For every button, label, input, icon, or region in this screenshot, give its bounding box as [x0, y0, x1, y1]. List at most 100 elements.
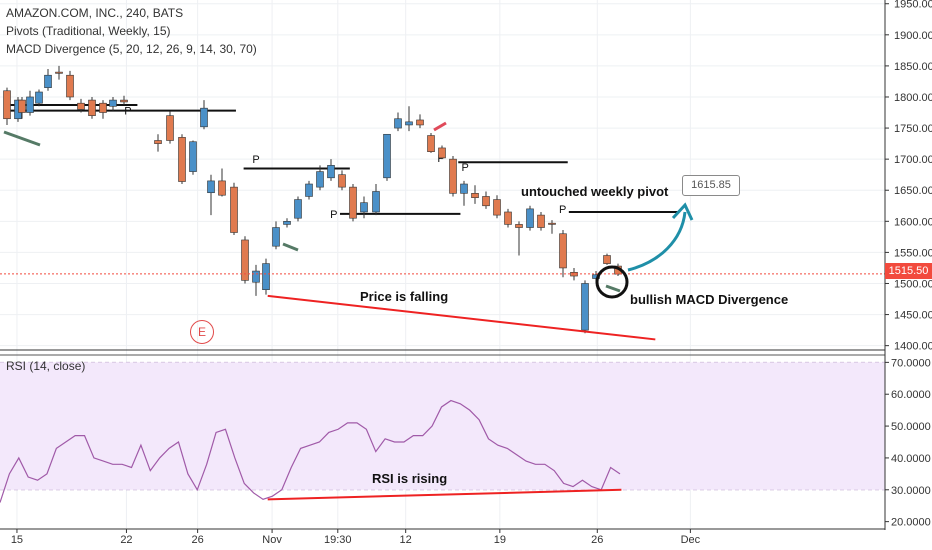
time-tick-label: 15: [11, 534, 23, 546]
candle-body: [120, 99, 128, 103]
candle-body: [35, 91, 43, 104]
candle-body: [405, 121, 413, 126]
candle-body: [504, 211, 512, 225]
candle-body: [272, 227, 280, 247]
legend-macd[interactable]: MACD Divergence (5, 20, 12, 26, 9, 14, 3…: [6, 42, 257, 56]
candle-body: [305, 183, 313, 197]
candle-body: [338, 174, 346, 188]
price-tick-label: 1550.00: [894, 247, 932, 259]
candle-body: [178, 137, 186, 182]
candle-body: [294, 199, 302, 219]
pivot-marker: P: [252, 154, 259, 166]
rsi-series: [0, 399, 622, 503]
candle-body: [471, 193, 479, 198]
candle-body: [44, 74, 52, 88]
candle-body: [218, 180, 226, 196]
time-tick-label: 22: [120, 534, 132, 546]
chart-legend: AMAZON.COM, INC., 240, BATS Pivots (Trad…: [6, 4, 257, 58]
pivot-marker: P: [124, 106, 131, 118]
annotation-bullish-macd: bullish MACD Divergence: [630, 292, 789, 307]
rsi-band-fill: [0, 362, 885, 490]
candle-body: [548, 222, 556, 225]
candle-body: [26, 96, 34, 113]
candle-body: [460, 183, 468, 194]
annotation-untouched-pivot: untouched weekly pivot: [521, 184, 669, 199]
candle-body: [449, 158, 457, 194]
rsi-line: [0, 399, 621, 503]
bullish-arrowhead: [671, 202, 694, 221]
earnings-event-badge[interactable]: E: [190, 320, 214, 344]
candle-body: [154, 140, 162, 144]
time-tick-label: 12: [400, 534, 412, 546]
candle-body: [230, 186, 238, 233]
price-tick-label: 1800.00: [894, 92, 932, 104]
candle-body: [99, 102, 107, 113]
candle-body: [241, 239, 249, 281]
rsi-tick-label: 40.0000: [891, 453, 931, 465]
rsi-rising-trendline: [267, 488, 622, 501]
rsi-tick-label: 50.0000: [891, 421, 931, 433]
rsi-tick-label: 70.0000: [891, 357, 931, 369]
candle-body: [581, 283, 589, 331]
pivot-marker: P: [437, 153, 444, 165]
candle-body: [482, 196, 490, 207]
price-tick-label: 1400.00: [894, 341, 932, 353]
bullish-arrow: [627, 211, 687, 272]
candle-body: [360, 202, 368, 213]
pivot-marker: P: [330, 209, 337, 221]
candle-body: [493, 199, 501, 216]
candle-body: [189, 141, 197, 172]
candle-body: [427, 135, 435, 152]
candle-body: [207, 180, 215, 194]
macd-mark: [605, 284, 621, 293]
price-tick-label: 1850.00: [894, 61, 932, 73]
macd-mark: [282, 242, 299, 252]
time-tick-label: 19:30: [324, 534, 352, 546]
price-tick-label: 1750.00: [894, 123, 932, 135]
legend-symbol[interactable]: AMAZON.COM, INC., 240, BATS: [6, 6, 184, 20]
price-falling-trendline: [267, 294, 656, 341]
annotation-rsi-rising: RSI is rising: [372, 471, 448, 486]
divergence-circle: [595, 265, 629, 299]
legend-pivots[interactable]: Pivots (Traditional, Weekly, 15): [6, 24, 171, 38]
price-tick-label: 1950.00: [894, 0, 932, 11]
price-tick-label: 1900.00: [894, 30, 932, 42]
candle-body: [537, 214, 545, 228]
candle-body: [252, 270, 260, 283]
rsi-legend[interactable]: RSI (14, close): [6, 359, 86, 373]
candle-body: [316, 171, 324, 188]
price-tick-label: 1600.00: [894, 216, 932, 228]
overlay-drawings: [0, 121, 885, 341]
rsi-tick-label: 20.0000: [891, 517, 931, 529]
candle-body: [349, 186, 357, 219]
pivot-lines: P P P P P P: [6, 104, 680, 221]
candle-body: [283, 221, 291, 225]
candle-body: [109, 99, 117, 107]
time-tick-label: 26: [591, 534, 603, 546]
candle-body: [66, 74, 74, 98]
candle-body: [515, 224, 523, 228]
target-price-label: 1615.85: [682, 175, 740, 196]
price-tick-label: 1650.00: [894, 185, 932, 197]
candle-body: [200, 107, 208, 128]
time-tick-label: Nov: [262, 534, 282, 546]
pivot-marker: P: [559, 204, 566, 216]
annotation-price-falling: Price is falling: [360, 289, 449, 304]
rsi-tick-label: 30.0000: [891, 485, 931, 497]
candle-body: [394, 118, 402, 129]
candle-body: [166, 115, 174, 141]
price-tick-label: 1500.00: [894, 278, 932, 290]
candle-series: [3, 65, 622, 334]
pivot-marker: P: [462, 162, 469, 174]
candle-body: [603, 255, 611, 264]
candle-body: [416, 119, 424, 126]
time-tick-label: 19: [494, 534, 506, 546]
candle-body: [438, 147, 446, 159]
price-tick-label: 1450.00: [894, 310, 932, 322]
candle-body: [559, 233, 567, 269]
time-tick-label: 26: [192, 534, 204, 546]
last-price-tag: 1515.50: [885, 263, 932, 279]
candle-body: [372, 191, 380, 213]
